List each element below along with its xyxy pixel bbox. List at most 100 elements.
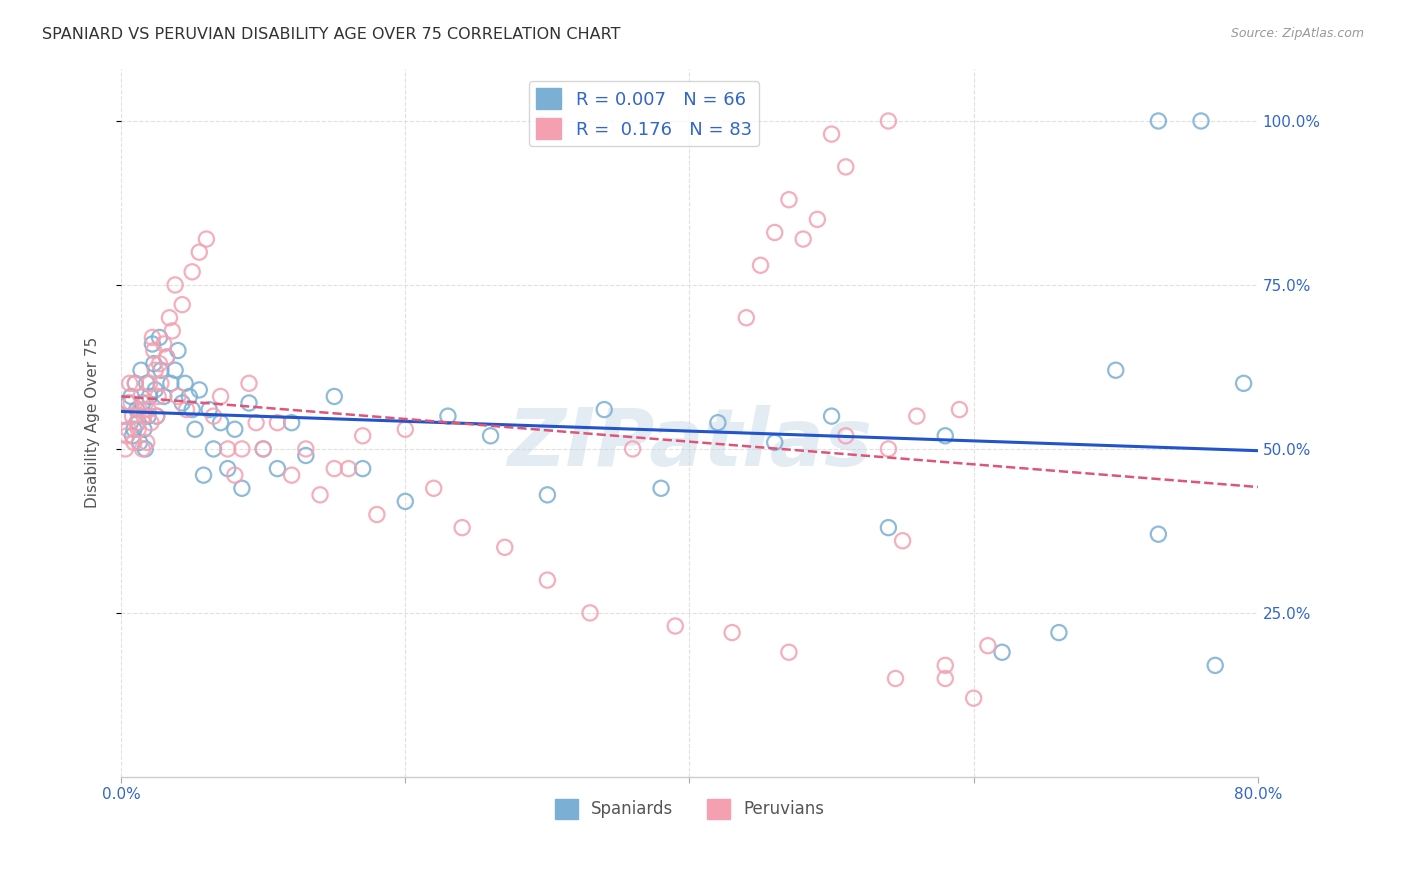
Point (202, 442, 225, 456)
Point (145, 409, 167, 424)
Point (905, 409, 928, 424)
Legend: Spaniards, Peruvians: Spaniards, Peruvians (548, 793, 831, 825)
Point (167, 343, 190, 358)
Point (763, 226, 786, 240)
Point (820, 409, 842, 424)
Point (167, 389, 190, 403)
Point (127, 422, 149, 436)
Point (159, 310, 181, 325)
Point (188, 245, 211, 260)
Point (172, 396, 194, 410)
Point (877, 442, 900, 456)
Point (125, 416, 148, 430)
Point (174, 376, 197, 391)
Point (165, 363, 187, 377)
Point (1204, 658, 1226, 673)
Point (188, 383, 211, 397)
Point (217, 442, 239, 456)
Text: ZIPatlas: ZIPatlas (508, 405, 872, 483)
Point (266, 416, 288, 430)
Point (198, 402, 221, 417)
Point (1147, 527, 1170, 541)
Point (145, 409, 167, 424)
Point (323, 461, 346, 475)
Point (138, 376, 160, 391)
Point (122, 435, 145, 450)
Point (494, 541, 516, 555)
Point (136, 402, 159, 417)
Point (128, 435, 150, 450)
Point (763, 435, 786, 450)
Point (664, 619, 686, 633)
Point (252, 442, 274, 456)
Point (193, 468, 215, 483)
Point (120, 396, 142, 410)
Point (121, 409, 143, 424)
Point (121, 429, 143, 443)
Point (131, 396, 153, 410)
Point (181, 265, 204, 279)
Point (146, 389, 169, 403)
Point (721, 625, 744, 640)
Point (792, 232, 814, 246)
Point (165, 277, 187, 292)
Point (366, 508, 388, 522)
Point (149, 376, 172, 391)
Point (352, 461, 374, 475)
Point (141, 330, 163, 344)
Point (179, 389, 201, 403)
Point (176, 402, 198, 417)
Point (135, 376, 157, 391)
Point (231, 442, 253, 456)
Point (806, 212, 828, 227)
Point (122, 422, 145, 436)
Point (162, 324, 184, 338)
Point (143, 363, 166, 377)
Point (224, 422, 246, 436)
Point (142, 357, 165, 371)
Point (877, 114, 900, 128)
Point (352, 429, 374, 443)
Point (991, 645, 1014, 659)
Point (139, 416, 162, 430)
Point (536, 573, 558, 587)
Point (579, 606, 602, 620)
Point (266, 461, 288, 475)
Point (934, 672, 956, 686)
Point (707, 416, 730, 430)
Point (172, 298, 194, 312)
Point (117, 396, 139, 410)
Point (437, 409, 460, 424)
Point (117, 422, 139, 436)
Point (238, 396, 260, 410)
Point (184, 422, 207, 436)
Point (934, 658, 956, 673)
Point (155, 350, 177, 364)
Point (124, 376, 146, 391)
Point (129, 363, 152, 377)
Point (155, 350, 177, 364)
Text: SPANIARD VS PERUVIAN DISABILITY AGE OVER 75 CORRELATION CHART: SPANIARD VS PERUVIAN DISABILITY AGE OVER… (42, 27, 620, 42)
Point (820, 127, 842, 141)
Point (217, 461, 239, 475)
Point (148, 357, 170, 371)
Point (337, 461, 360, 475)
Point (1147, 114, 1170, 128)
Point (195, 232, 218, 246)
Point (202, 409, 225, 424)
Point (394, 422, 416, 436)
Point (132, 409, 155, 424)
Point (323, 389, 346, 403)
Point (877, 521, 900, 535)
Point (115, 429, 138, 443)
Point (422, 481, 444, 495)
Point (124, 376, 146, 391)
Point (132, 422, 155, 436)
Point (152, 337, 174, 351)
Point (835, 160, 858, 174)
Point (142, 343, 165, 358)
Point (749, 258, 772, 272)
Point (295, 442, 318, 456)
Point (149, 363, 172, 377)
Point (238, 376, 260, 391)
